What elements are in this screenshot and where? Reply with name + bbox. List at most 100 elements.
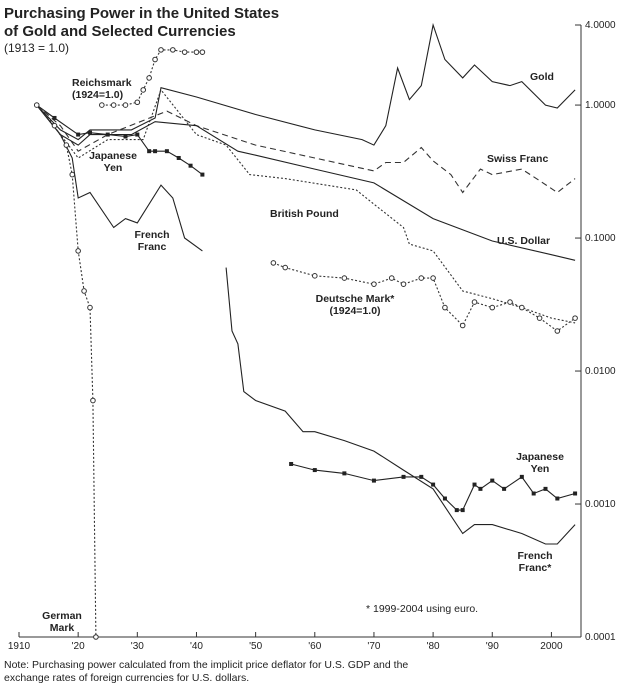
marker	[170, 47, 176, 53]
marker	[69, 171, 76, 178]
y-tick-label: 1.0000	[585, 100, 616, 111]
marker	[519, 474, 524, 479]
marker	[147, 149, 152, 154]
annotation: * 1999-2004 using euro.	[366, 603, 478, 615]
y-tick-label: 4.0000	[585, 20, 616, 31]
x-tick-label: '40	[190, 641, 203, 652]
marker	[199, 49, 206, 55]
x-tick-label: '20	[72, 641, 85, 652]
series-label: Franc*	[519, 562, 553, 574]
x-tick-label: '80	[427, 641, 440, 652]
series-label: Deutsche Mark*	[316, 293, 396, 305]
series-line	[36, 104, 576, 261]
x-tick-label: '90	[486, 641, 499, 652]
marker	[153, 149, 158, 154]
marker	[536, 315, 543, 321]
marker	[489, 304, 496, 311]
marker	[87, 304, 93, 311]
marker	[371, 478, 376, 483]
marker	[289, 461, 294, 466]
marker	[146, 75, 152, 81]
marker	[33, 102, 40, 108]
x-tick-label: '50	[249, 641, 262, 652]
marker	[76, 132, 81, 137]
marker	[442, 304, 448, 311]
marker	[181, 49, 188, 55]
series-label: Franc	[138, 241, 167, 253]
marker	[152, 56, 158, 63]
marker	[140, 87, 147, 93]
y-tick-label: 0.1000	[585, 233, 616, 244]
marker	[63, 142, 70, 148]
marker	[93, 634, 99, 640]
marker	[472, 482, 477, 487]
marker	[123, 134, 128, 139]
marker	[572, 315, 578, 321]
marker	[478, 486, 483, 491]
series-label: Reichsmark	[72, 77, 132, 89]
series-label: (1924=1.0)	[72, 89, 123, 101]
marker	[110, 102, 117, 108]
chart-subtitle: (1913 = 1.0)	[4, 41, 69, 55]
series-label: Mark	[50, 622, 75, 634]
marker	[431, 482, 436, 487]
marker	[341, 275, 348, 281]
series-label: Japanese	[516, 451, 564, 463]
series-label: Gold	[530, 71, 554, 83]
marker	[543, 486, 548, 491]
series-label: (1924=1.0)	[329, 305, 380, 317]
marker	[573, 491, 578, 496]
marker	[270, 260, 277, 266]
marker	[388, 275, 395, 281]
marker	[81, 288, 87, 294]
marker	[454, 508, 459, 513]
x-tick-label: '70	[367, 641, 380, 652]
marker	[400, 281, 407, 287]
chart-title: of Gold and Selected Currencies	[4, 23, 236, 40]
marker	[51, 122, 58, 129]
marker	[490, 478, 495, 483]
marker	[193, 49, 200, 55]
series-label: British Pound	[270, 208, 339, 220]
chart-title: Purchasing Power in the United States	[4, 5, 279, 22]
note: exchange rates of foreign currencies for…	[4, 672, 249, 684]
marker	[442, 496, 447, 501]
series-line	[36, 88, 576, 324]
marker	[176, 155, 181, 160]
marker	[502, 486, 507, 491]
marker	[418, 275, 425, 281]
marker	[134, 99, 141, 106]
marker	[282, 264, 289, 271]
marker	[430, 275, 436, 281]
series-line	[36, 104, 203, 252]
marker	[52, 115, 57, 120]
series-line	[36, 22, 576, 146]
y-tick-label: 0.0010	[585, 499, 616, 510]
marker	[531, 491, 536, 496]
marker	[122, 102, 129, 108]
marker	[471, 299, 478, 305]
series-label: U.S. Dollar	[497, 235, 550, 247]
marker	[158, 47, 164, 53]
marker	[99, 102, 105, 108]
marker	[105, 132, 110, 137]
marker	[87, 130, 92, 135]
marker	[312, 468, 317, 473]
marker	[401, 474, 406, 479]
marker	[90, 397, 96, 404]
marker	[311, 273, 318, 279]
series-label: Swiss Franc	[487, 153, 548, 165]
series-label: French	[517, 550, 552, 562]
series-label: Japanese	[89, 150, 137, 162]
note: Note: Purchasing power calculated from t…	[4, 659, 408, 671]
series-label: Yen	[104, 162, 123, 174]
marker	[371, 281, 377, 287]
series-line	[36, 104, 576, 194]
marker	[459, 322, 466, 329]
series-line	[36, 104, 97, 638]
y-tick-label: 0.0001	[585, 632, 616, 643]
series-line	[225, 267, 576, 545]
marker	[554, 328, 561, 334]
series-line	[273, 262, 576, 332]
